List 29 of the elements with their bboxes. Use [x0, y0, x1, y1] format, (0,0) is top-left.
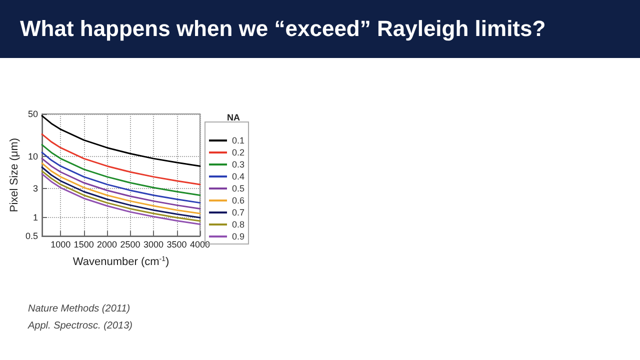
x-tick-label: 2000	[97, 240, 118, 250]
legend-label: 0.1	[232, 136, 245, 146]
legend-label: 0.8	[232, 220, 245, 230]
text: What happens when we “exceed” Rayleigh limits?	[0, 0, 640, 58]
y-tick-label: 1	[32, 212, 38, 223]
y-tick-label: 3	[32, 184, 38, 194]
text: Appl. Spectrosc. (2013)	[27, 320, 132, 332]
text: Nature Methods (2011)	[28, 304, 130, 314]
x-tick-label: 1500	[74, 240, 94, 250]
y-tick-label: 50	[28, 109, 38, 119]
legend-label: 0.5	[232, 184, 245, 194]
legend-label: 0.6	[232, 196, 245, 206]
line-series	[41, 133, 201, 186]
legend-title: NA	[227, 112, 240, 122]
x-tick-label: 2500	[120, 240, 140, 250]
y-axis-title: Pixel Size (μm)	[8, 138, 20, 212]
line-series	[41, 152, 201, 204]
x-tick-label: 1000	[50, 240, 71, 250]
x-tick-label: 3500	[166, 240, 187, 250]
x-tick-label: 3000	[144, 240, 164, 250]
legend-label: 0.7	[232, 208, 245, 218]
x-tick-label: 4000	[190, 240, 210, 250]
legend-label: 0.3	[232, 160, 245, 170]
legend-label: 0.9	[232, 232, 245, 242]
line-series	[41, 144, 201, 196]
legend-label: 0.4	[232, 172, 245, 182]
y-tick-label: 0.5	[25, 231, 38, 241]
y-tick-label: 10	[28, 152, 38, 162]
legend-label: 0.2	[232, 148, 245, 158]
